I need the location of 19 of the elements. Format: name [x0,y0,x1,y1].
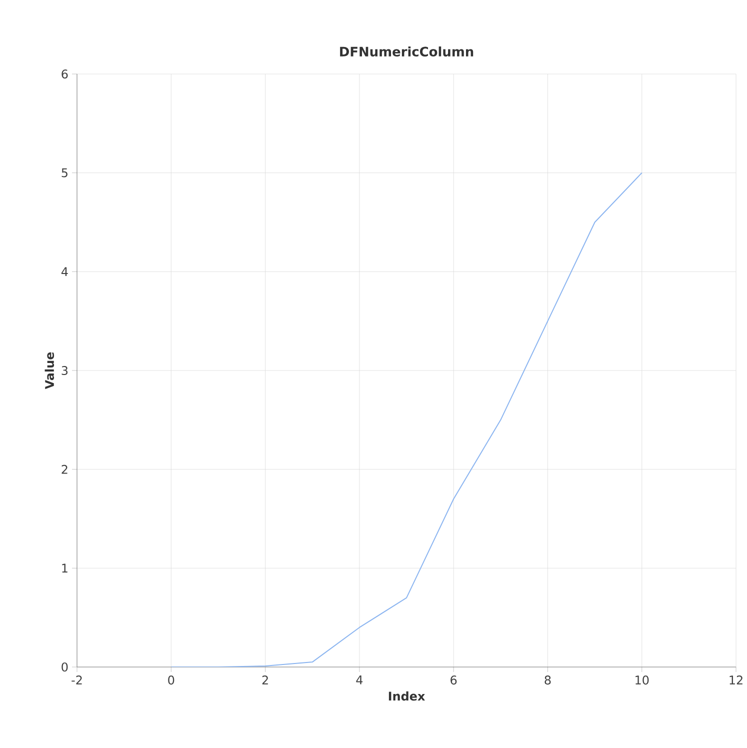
y-tick-label: 0 [62,662,68,672]
y-tick-label: 5 [62,168,68,178]
x-tick-label: 8 [544,676,551,685]
y-tick-label: 3 [62,366,68,376]
x-tick-label: 0 [168,676,174,685]
x-tick-label: 12 [730,676,742,684]
y-tick-label: 2 [62,464,68,474]
line-series [170,172,642,667]
y-tick-label: 6 [62,69,68,79]
x-tick-label: -2 [72,676,82,684]
chart-title: DFNumericColumn [340,46,474,56]
x-tick-label: 10 [636,676,649,685]
x-axis-title: Index [388,691,425,701]
x-tick-label: 6 [450,676,457,685]
y-tick-label: 4 [61,267,68,276]
y-tick-label: 1 [62,564,68,573]
x-tick-label: 4 [356,676,363,684]
x-tick-label: 2 [262,676,268,684]
y-axis-title: Value [44,352,54,390]
